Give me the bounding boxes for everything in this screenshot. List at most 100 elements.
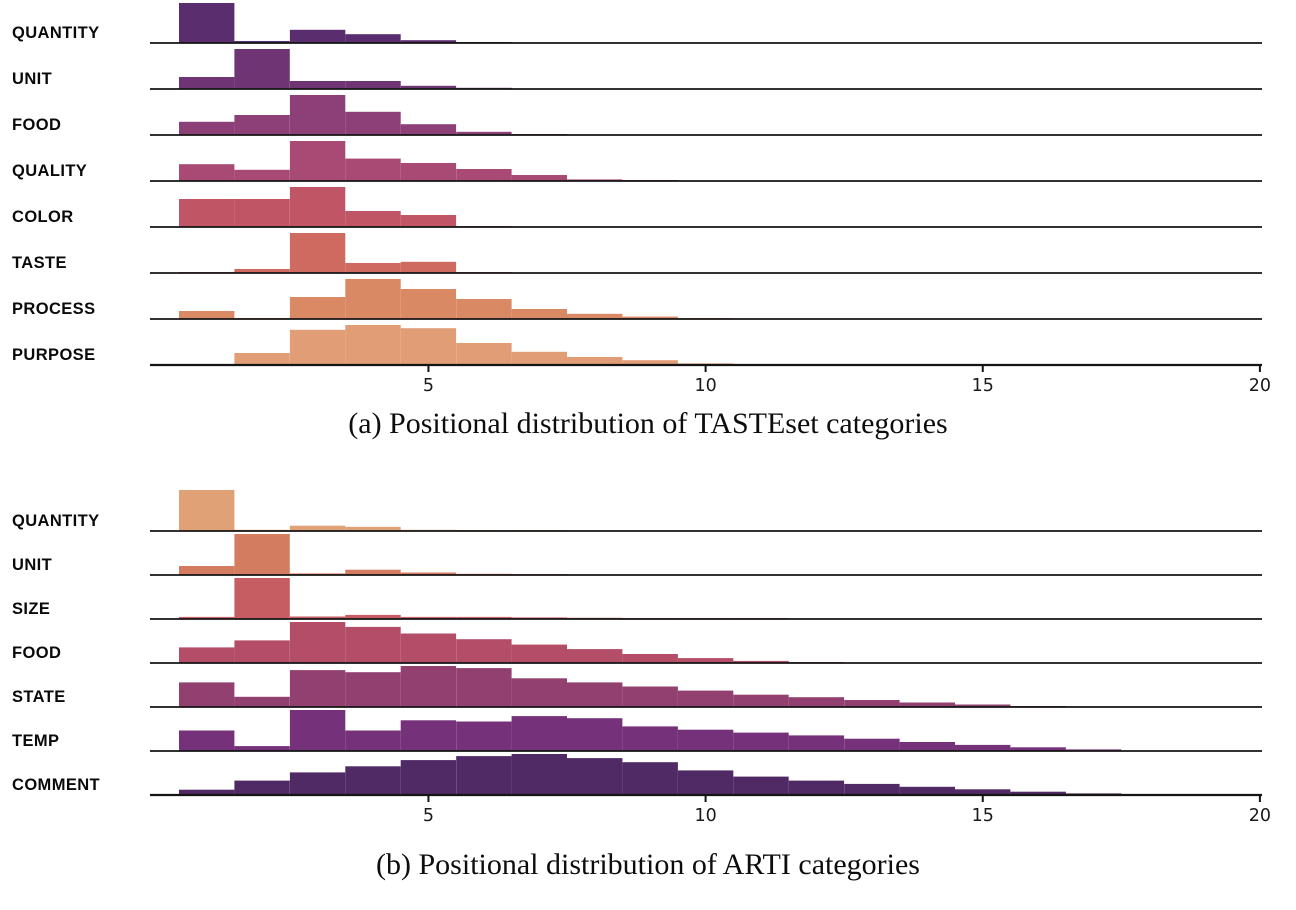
histogram-bar [844, 700, 900, 707]
histogram-bar [234, 780, 290, 795]
histogram-bar [677, 690, 734, 707]
histogram-bar [289, 233, 346, 273]
histogram-bar [345, 34, 401, 43]
row-food: FOOD [12, 622, 1262, 664]
histogram-bar [511, 716, 567, 751]
histogram-bar [179, 77, 235, 89]
row-quality: QUALITY [12, 141, 1262, 182]
row-unit: UNIT [12, 534, 1262, 576]
axis-tick-label: 5 [423, 376, 434, 396]
histogram-bar [400, 215, 457, 227]
histogram-bar [345, 730, 401, 751]
histogram-bar [179, 647, 235, 663]
histogram-bar [511, 175, 567, 181]
histogram-bar [400, 633, 457, 663]
histogram-bar [345, 526, 401, 531]
histogram-bar [511, 678, 567, 707]
histogram-bar [234, 115, 290, 135]
axis-tick-label: 15 [972, 806, 994, 826]
histogram-bar [289, 710, 346, 751]
row-label: TASTE [12, 254, 67, 272]
histogram-bar [400, 720, 457, 752]
histogram-bar [234, 199, 290, 227]
row-label: COLOR [12, 208, 74, 226]
histogram-bar [622, 360, 678, 365]
histogram-bar [234, 746, 290, 751]
axis-tick-label: 15 [972, 376, 994, 396]
histogram-bar [622, 654, 678, 663]
histogram-bar [289, 329, 346, 365]
histogram-bar [400, 163, 457, 181]
histogram-bar [567, 357, 623, 365]
histogram-bar [400, 666, 457, 707]
histogram-bar [234, 269, 290, 273]
chart-a-ridgeline: QUANTITY UNIT FOOD QUALITY COLOR TASTE PROCESS… [12, 3, 1271, 396]
histogram-bar [400, 289, 457, 319]
histogram-bar [400, 328, 457, 365]
histogram-bar [345, 81, 401, 89]
histogram-bar [234, 353, 290, 365]
histogram-bar [179, 682, 235, 707]
histogram-bar [788, 697, 845, 707]
row-label: PROCESS [12, 300, 96, 318]
row-food: FOOD [12, 95, 1262, 136]
axis-tick-label: 10 [694, 376, 716, 396]
row-label: TEMP [12, 732, 59, 750]
histogram-bar [179, 789, 235, 795]
histogram-bar [622, 686, 678, 707]
histogram-bar [345, 263, 401, 273]
histogram-bar [955, 789, 1011, 795]
axis-tick-label: 20 [1249, 376, 1271, 396]
histogram-bar [179, 311, 235, 319]
histogram-bar [567, 682, 623, 707]
histogram-bar [456, 343, 512, 365]
histogram-bar [622, 316, 678, 319]
row-label: UNIT [12, 70, 52, 88]
histogram-bar [179, 164, 235, 181]
histogram-bar [345, 569, 401, 575]
histogram-bar [567, 758, 623, 795]
histogram-bar [234, 41, 290, 43]
histogram-bar [345, 279, 401, 319]
histogram-bar [456, 668, 512, 707]
histogram-bar [511, 309, 567, 319]
histogram-bar [899, 786, 955, 795]
histogram-bar [345, 626, 401, 663]
histogram-bar [234, 578, 290, 619]
histogram-bar [179, 616, 235, 619]
histogram-bar [899, 742, 955, 751]
histogram-bar [955, 744, 1011, 751]
histogram-bar [400, 85, 457, 89]
row-label: QUANTITY [12, 24, 100, 42]
histogram-bar [179, 730, 235, 751]
histogram-bar [899, 702, 955, 707]
histogram-bar [1010, 747, 1066, 751]
histogram-bar [788, 735, 845, 751]
histogram-bar [733, 694, 789, 707]
axis-tick-label: 20 [1249, 806, 1271, 826]
histogram-bar [677, 770, 734, 795]
row-quantity: QUANTITY [12, 490, 1262, 532]
caption-b: (b) Positional distribution of ARTI cate… [376, 848, 920, 881]
histogram-bar [289, 81, 346, 89]
histogram-bar [456, 756, 512, 795]
histogram-bar [733, 732, 789, 751]
row-taste: TASTE [12, 233, 1262, 274]
row-color: COLOR [12, 187, 1262, 228]
histogram-bar [511, 351, 567, 365]
histogram-bar [289, 141, 346, 181]
histogram-bar [234, 49, 290, 89]
row-temp: TEMP [12, 710, 1262, 752]
row-unit: UNIT [12, 49, 1262, 90]
row-label: FOOD [12, 644, 61, 662]
histogram-bar [289, 187, 346, 227]
histogram-bar [844, 738, 900, 751]
histogram-bar [456, 721, 512, 751]
histogram-bar [1010, 791, 1066, 795]
histogram-bar [788, 780, 845, 795]
histogram-bar [733, 660, 789, 663]
histogram-bar [400, 124, 457, 135]
histogram-bar [955, 704, 1011, 707]
histogram-bar [345, 158, 401, 181]
x-axis: 5 10 15 20 [423, 795, 1271, 826]
